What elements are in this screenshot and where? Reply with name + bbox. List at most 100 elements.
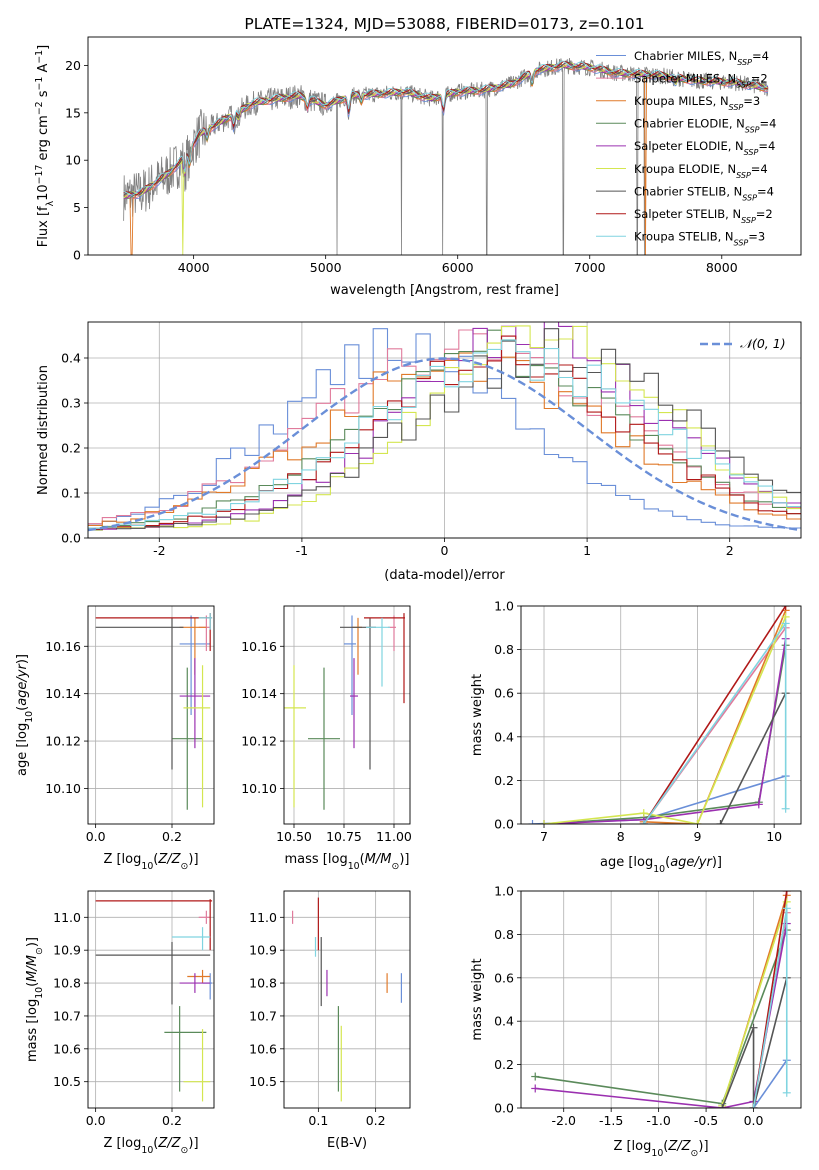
errorbar-chabrier-elodie: [164, 1006, 207, 1092]
errorbar-kroupa-elodie: [183, 1029, 211, 1102]
y-tick-label: 0.6: [494, 686, 514, 701]
label-part: 10: [24, 711, 35, 723]
panel-spectrum: 4000 5000 6000 7000 8000 0 5 10 15 20 Chabrier MIL…: [34, 36, 802, 298]
y-tick-label: 0.8: [494, 642, 514, 657]
label-part: 10: [34, 987, 45, 999]
label-part: −2: [34, 101, 45, 115]
label-part: age [log: [15, 723, 30, 776]
label-part: 10: [36, 184, 51, 201]
y-tick-label: 10.5: [249, 1074, 277, 1089]
legend-sub: SSP: [741, 216, 756, 225]
errorbar-salpeter-elodie: [179, 973, 211, 993]
x-tick-label: 7: [540, 829, 548, 844]
panel-massweight_vs_Z: -2.0 -1.5 -1.0 -0.5 0.0 0.0 0.2 0.4 0.6 0.8 1.0 Z […: [470, 884, 802, 1159]
y-tick-label: 11.0: [53, 910, 81, 925]
label-part: Z [log: [103, 1136, 141, 1151]
figure-title: PLATE=1324, MJD=53088, FIBERID=0173, z=0…: [244, 15, 644, 33]
axes-frame: [87, 605, 215, 825]
x-tick-label: -1.5: [599, 1113, 623, 1128]
plot-area: [95, 613, 213, 810]
legend-label-chabrier-elodie: Chabrier ELODIE, NSSP=4: [634, 117, 776, 135]
x-tick-label: -0.5: [694, 1113, 718, 1128]
y-tick-label: 0.4: [494, 1014, 514, 1029]
legend-sub: SSP: [734, 238, 749, 247]
y-tick-label: 15: [65, 105, 81, 120]
label-part: 10: [651, 1148, 663, 1159]
label-part: 10: [653, 864, 665, 875]
label-part: (: [665, 855, 670, 870]
weight-marker-kroupa-elodie: [540, 820, 549, 824]
weight-marker-kroupa-elodie: [693, 820, 702, 824]
panel-age_vs_mass: 10.50 10.75 11.00 10.10 10.12 10.14 10.16 mass …: [241, 605, 412, 872]
label-part: )]: [188, 1136, 198, 1151]
errorbar-kroupa-elodie: [183, 665, 211, 808]
label-part: M/M: [365, 852, 392, 867]
panel-mass_vs_ebv: 0.1 0.2 10.5 10.6 10.7 10.8 10.9 11.0 E(B-V): [249, 890, 411, 1151]
weight-line-chabrier-stelib: [719, 692, 787, 824]
y-tick-label: 0.4: [61, 351, 81, 366]
legend-text: Salpeter MILES, N: [634, 71, 736, 85]
weight-line-kroupa-miles: [643, 610, 787, 824]
legend-label-chabrier-miles: Chabrier MILES, NSSP=4: [634, 49, 769, 67]
weight-marker-chabrier-elodie: [531, 1072, 540, 1081]
x-axis-label: Z [log10(Z/Z⊙)]: [613, 1139, 708, 1159]
errorbar-chabrier-stelib: [95, 941, 211, 1005]
y-axis-label: age [log10(age/yr)]: [15, 654, 35, 776]
y-tick-label: 10.7: [249, 1008, 277, 1023]
y-tick-label: 10.5: [53, 1074, 81, 1089]
legend-label-normal: 𝒩(0, 1): [740, 336, 786, 351]
y-tick-label: 10.10: [241, 781, 277, 796]
x-tick-label: 4000: [178, 260, 210, 275]
legend-suffix: =4: [751, 162, 768, 176]
errorbar-chabrier-elodie: [308, 667, 340, 810]
y-tick-label: 10: [65, 153, 81, 168]
legend-label-salpeter-elodie: Salpeter ELODIE, NSSP=4: [634, 139, 775, 157]
weight-marker-chabrier-miles: [528, 820, 537, 824]
label-part: −1: [34, 50, 45, 64]
label-part: )]: [188, 852, 198, 867]
errorbar-salpeter-elodie: [179, 658, 211, 749]
weight-marker-chabrier-stelib: [718, 1104, 727, 1108]
errorbar-kroupa-stelib: [172, 927, 211, 951]
label-part: E(B-V): [327, 1136, 367, 1151]
x-tick-label: 10: [766, 829, 782, 844]
y-axis-label: mass [log10(M/M⊙)]: [25, 937, 45, 1062]
label-part: 10: [141, 1145, 153, 1156]
plot-area: [88, 322, 801, 532]
weight-line-kroupa-stelib: [643, 620, 787, 824]
x-tick-label: 2: [726, 543, 734, 558]
plot-area: [95, 899, 213, 1102]
weight-marker-kroupa-stelib: [781, 619, 790, 628]
label-part: ⊙: [181, 1145, 189, 1156]
label-part: )]: [698, 1139, 708, 1154]
y-tick-label: 0.1: [61, 486, 81, 501]
x-tick-label: 0.1: [308, 1113, 328, 1128]
y-tick-label: 0.3: [61, 396, 81, 411]
legend-suffix: =4: [758, 139, 775, 153]
weight-line-chabrier-stelib: [721, 977, 788, 1108]
weight-marker-kroupa-stelib: [782, 904, 791, 913]
label-part: Z/Z: [667, 1139, 691, 1154]
y-axis-label: Flux [fλ10−17 erg cm−2 s−1 A−1]: [34, 45, 56, 247]
x-tick-label: 7000: [574, 260, 606, 275]
label-part: (: [360, 852, 365, 867]
x-tick-label: 0.2: [162, 1113, 182, 1128]
y-tick-label: 10.14: [241, 686, 277, 701]
y-tick-label: 0.2: [494, 773, 514, 788]
label-part: Z [log: [103, 852, 141, 867]
axes-frame: [520, 890, 802, 1109]
weight-marker-salpeter-stelib: [781, 606, 790, 610]
errorbar-chabrier-elodie: [172, 667, 203, 810]
errorbar-salpeter-miles: [198, 615, 211, 652]
x-axis-label: Z [log10(Z/Z⊙)]: [103, 1136, 198, 1156]
label-part: 10: [141, 861, 153, 872]
y-axis-label: mass weight: [470, 674, 485, 756]
legend-sub: SSP: [736, 170, 751, 179]
weight-marker-kroupa-stelib: [782, 1088, 791, 1097]
errorbar-kroupa-stelib: [198, 613, 213, 630]
errorbar-kroupa-stelib: [366, 617, 390, 687]
y-tick-label: 0.0: [61, 531, 81, 546]
y-tick-label: 10.6: [249, 1041, 277, 1056]
label-part: (: [153, 1136, 158, 1151]
